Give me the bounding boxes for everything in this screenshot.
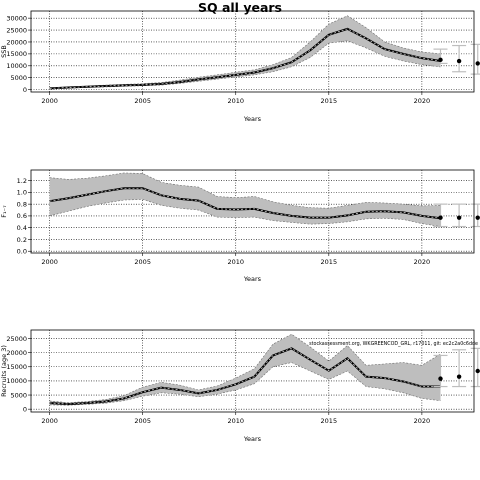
ssb-x-axis-label: Years [243, 115, 262, 123]
x-tick-label: 2015 [321, 258, 338, 266]
forecast-point [456, 58, 462, 64]
ssb-panel: 2000 2005 2010 2015 2020 0 5000 10000 15000 20000… [0, 10, 480, 123]
y-tick-label: 0.2 [17, 236, 27, 244]
y-tick-label: 1.0 [17, 189, 27, 197]
y-tick-label: 0.6 [17, 212, 27, 220]
recruitment-panel: 2000 2005 2010 2015 2020 0 5000 10000 15000 20000… [0, 329, 480, 443]
version-note: stockassessment.org, WKGREENCOD_GRL, r17… [309, 341, 478, 347]
recruitment-confidence-band [49, 334, 441, 406]
forecast-point [475, 61, 480, 66]
y-tick-label: 25000 [6, 335, 27, 343]
y-tick-label: 20000 [6, 349, 27, 357]
ssb-confidence-band [49, 15, 441, 89]
ssb-upper-bound [49, 15, 441, 89]
forecast-point [475, 368, 480, 374]
x-tick-label: 2000 [41, 97, 58, 105]
y-tick-label: 20000 [6, 38, 27, 46]
x-tick-label: 2005 [134, 97, 151, 105]
y-tick-label: 1.2 [17, 177, 27, 185]
y-tick-label: 5000 [10, 74, 27, 82]
fbar-upper-bound [49, 172, 441, 209]
x-tick-label: 2010 [227, 97, 244, 105]
figure-title: SQ all years [198, 0, 282, 15]
x-tick-label: 2015 [321, 417, 338, 425]
y-tick-label: 15000 [6, 50, 27, 58]
y-tick-label: 10000 [6, 377, 27, 385]
y-tick-label: 5000 [10, 391, 27, 399]
x-tick-label: 2010 [227, 417, 244, 425]
forecast-point [438, 57, 443, 63]
forecast-point [456, 374, 462, 379]
x-tick-label: 2020 [414, 97, 431, 105]
ssb-estimate-dashes [49, 28, 441, 89]
x-tick-label: 2020 [414, 258, 431, 266]
fbar-x-axis-label: Years [243, 275, 262, 283]
x-tick-label: 2005 [134, 417, 151, 425]
recruitment-plot-frame [30, 329, 475, 413]
x-tick-label: 2020 [414, 417, 431, 425]
y-tick-label: 0 [23, 86, 27, 94]
y-tick-label: 0 [23, 405, 27, 413]
x-tick-label: 2005 [134, 258, 151, 266]
forecast-point [438, 215, 443, 220]
fbar-confidence-band [49, 172, 441, 227]
forecast-point [475, 215, 480, 220]
ssb-lower-bound [49, 40, 441, 90]
ssb-plot-frame [30, 10, 475, 93]
y-tick-label: 0.0 [17, 248, 27, 256]
y-tick-label: 10000 [6, 62, 27, 70]
ssb-estimate-line [49, 27, 441, 90]
fbar-lower-bound [49, 199, 441, 227]
y-tick-label: 0.8 [17, 200, 27, 208]
ssb-y-axis-label: SSB [0, 45, 8, 58]
recruitment-lower-bound [49, 362, 441, 406]
recruitment-y-axis-label: Recruits (age 3) [0, 345, 8, 397]
recruitment-estimate-dashes [49, 348, 441, 405]
fbar-y-axis-label: F₁₋₇ [0, 205, 8, 218]
x-tick-label: 2015 [321, 97, 338, 105]
fbar-estimate-dashes [49, 187, 441, 219]
fbar-panel: 2000 2005 2010 2015 2020 0.0 0.2 0.4 0.6 0.8 1.0 1.… [0, 169, 480, 283]
x-tick-label: 2000 [41, 417, 58, 425]
recruitment-x-axis-label: Years [243, 435, 262, 443]
y-tick-label: 30000 [6, 14, 27, 22]
recruitment-upper-bound [49, 333, 441, 403]
y-tick-label: 25000 [6, 26, 27, 34]
fbar-plot-frame [30, 169, 475, 254]
y-tick-label: 0.4 [17, 224, 27, 232]
forecast-point [456, 215, 462, 220]
y-tick-label: 15000 [6, 363, 27, 371]
forecast-point [438, 376, 443, 381]
x-tick-label: 2000 [41, 258, 58, 266]
x-tick-label: 2010 [227, 258, 244, 266]
